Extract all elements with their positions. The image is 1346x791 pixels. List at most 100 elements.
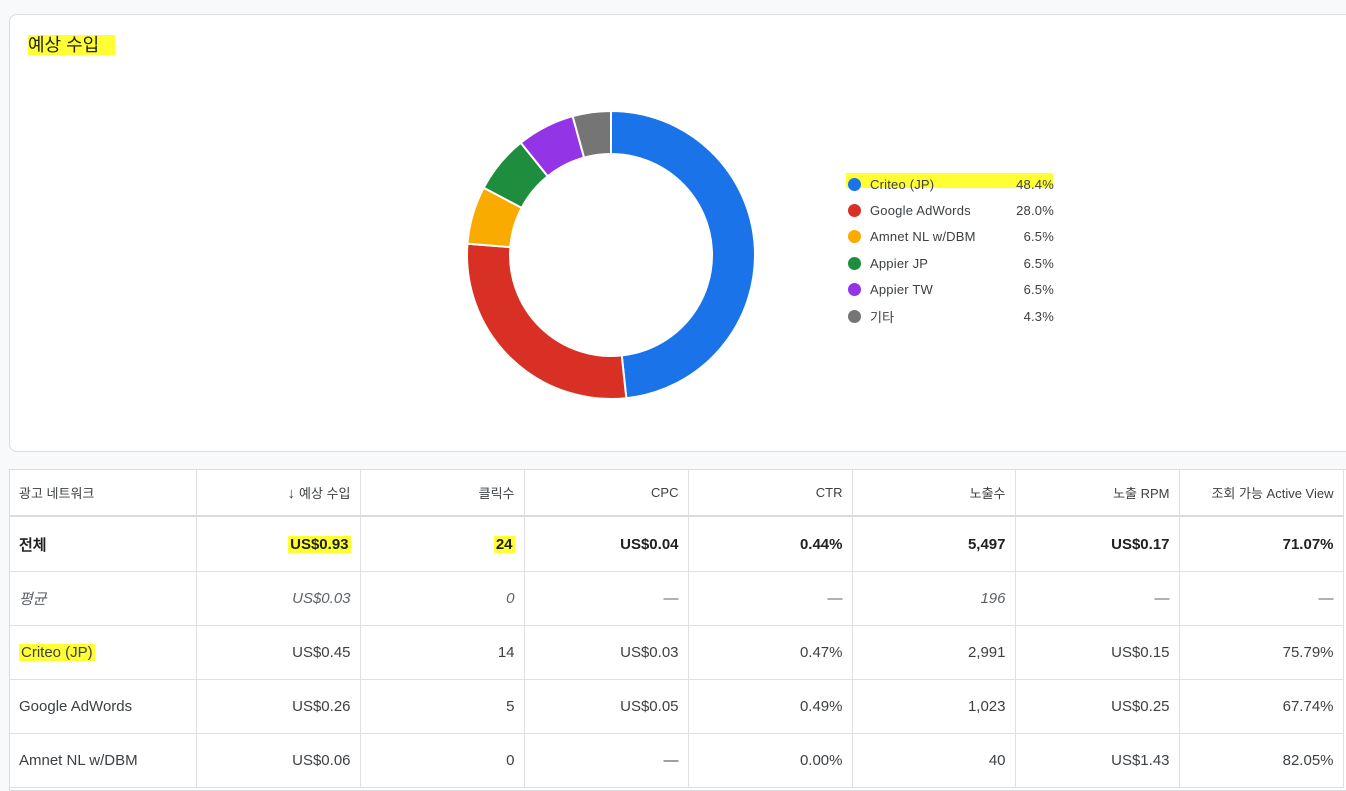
col-header-impressions[interactable]: 노출수 [852,470,1016,517]
cell-ctr: 0.00% [688,733,853,788]
donut-slice[interactable] [571,109,612,159]
cell-network-value: Google AdWords [19,698,133,715]
table-header-row: 광고 네트워크 ↓ 예상 수입 클릭수 CPC CTR 노출수 노출 RPM 조회… [10,470,1344,517]
cell-revenue-value: US$0.06 [292,752,351,769]
donut-chart [466,109,756,400]
cell-revenue: US$0.26 [196,679,361,734]
legend-item[interactable]: 기타 4.3% [848,303,1054,329]
cell-revenue-value: US$0.45 [292,644,351,661]
legend-item[interactable]: Appier JP 6.5% [848,250,1054,276]
cell-clicks-value: 0 [506,752,515,769]
cell-active-view-value: 82.05% [1282,752,1334,769]
cell-impressions-value: 196 [980,590,1006,607]
cell-ctr: — [688,571,853,626]
col-header-ctr[interactable]: CTR [688,470,853,517]
legend-swatch [848,204,861,218]
cell-cpc-value: — [663,590,679,607]
arrow-down-icon: ↓ [287,485,296,502]
legend-percent: 6.5% [1023,229,1054,245]
legend-percent: 28.0% [1016,203,1054,219]
cell-impressions: 2,991 [852,625,1016,680]
legend-label: 기타 [870,309,895,325]
cell-active-view-value: — [1318,590,1334,607]
cell-clicks-value: 24 [493,535,515,553]
donut-slice[interactable] [610,109,756,400]
cell-ctr: 0.44% [688,516,853,572]
cell-clicks-value: 5 [506,698,515,715]
legend-item[interactable]: Appier TW 6.5% [848,277,1054,303]
legend-percent: 6.5% [1023,255,1054,271]
table-row: Criteo (JP) US$0.45 14 US$0.03 0.47% 2,991 US$… [10,625,1344,680]
cell-revenue-value: US$0.93 [288,535,351,553]
legend-item[interactable]: Google AdWords 28.0% [848,197,1054,223]
legend-percent: 48.4% [1016,176,1054,192]
legend-item[interactable]: Amnet NL w/DBM 6.5% [848,224,1054,250]
cell-rpm-value: US$1.43 [1111,752,1170,769]
cell-network-value: 전체 [19,536,47,554]
legend-swatch [848,177,861,191]
cell-network: Criteo (JP) [10,625,197,680]
cell-ctr-value: 0.44% [799,535,843,553]
cell-impressions-value: 1,023 [967,698,1006,715]
card-title: 예상 수입 [28,35,116,55]
cell-network-value: Criteo (JP) [19,644,95,661]
cell-impressions-value: 2,991 [967,644,1006,661]
cell-rpm-value: US$0.15 [1111,644,1170,661]
cell-network: Google AdWords [10,679,197,734]
col-header-clicks[interactable]: 클릭수 [360,470,525,517]
cell-network: Amnet NL w/DBM [10,733,197,788]
cell-rpm: US$0.17 [1015,516,1180,572]
cell-rpm: US$0.15 [1015,625,1180,680]
cell-ctr: 0.49% [688,679,853,734]
table-row: Google AdWords US$0.26 5 US$0.05 0.49% 1,023 U… [10,679,1344,734]
legend-item[interactable]: Criteo (JP) 48.4% [846,171,1054,197]
cell-rpm-value: — [1154,590,1170,607]
estimated-revenue-card: 예상 수입 Criteo (JP) 48.4% Google AdWords 28.0… [9,14,1346,452]
cell-impressions: 1,023 [852,679,1016,734]
cell-revenue: US$0.03 [196,571,361,626]
col-header-rpm[interactable]: 노출 RPM [1015,470,1180,517]
table-row: Amnet NL w/DBM US$0.06 0 — 0.00% 40 US$1.43 82.… [10,733,1344,788]
cell-active-view: 82.05% [1179,733,1344,788]
col-header-network[interactable]: 광고 네트워크 [10,470,197,517]
cell-revenue: US$0.45 [196,625,361,680]
legend-label: Appier JP [870,255,929,271]
cell-cpc: US$0.04 [524,516,689,572]
cell-clicks: 24 [360,516,525,572]
cell-ctr-value: 0.00% [799,752,843,769]
legend-label: Criteo (JP) [870,176,935,192]
cell-clicks: 5 [360,679,525,734]
cell-ctr-value: 0.49% [799,698,843,715]
col-header-revenue[interactable]: ↓ 예상 수입 [196,470,361,517]
cell-cpc: US$0.03 [524,625,689,680]
cell-cpc-value: — [663,752,679,769]
cell-active-view: 67.74% [1179,679,1344,734]
cell-cpc: US$0.05 [524,679,689,734]
col-header-cpc[interactable]: CPC [524,470,689,517]
col-header-active-view[interactable]: 조회 가능 Active View [1179,470,1344,517]
cell-active-view-value: 75.79% [1282,644,1334,661]
cell-clicks-value: 0 [506,590,515,607]
donut-slice[interactable] [466,242,628,400]
legend-swatch [848,256,861,270]
cell-revenue: US$0.06 [196,733,361,788]
cell-network-value: Amnet NL w/DBM [19,752,138,769]
cell-rpm: US$1.43 [1015,733,1180,788]
cell-active-view-value: 67.74% [1282,698,1334,715]
cell-cpc: — [524,571,689,626]
cell-cpc-value: US$0.04 [620,535,679,553]
legend-swatch [848,309,861,323]
legend-label: Google AdWords [870,203,971,219]
cell-clicks: 0 [360,571,525,626]
cell-clicks: 0 [360,733,525,788]
legend-label: Appier TW [870,282,933,298]
cell-network-value: 평균 [19,591,47,608]
cell-network: 전체 [10,516,197,572]
cell-revenue-value: US$0.26 [292,698,351,715]
cell-active-view: 71.07% [1179,516,1344,572]
cell-ctr-value: — [827,590,843,607]
cell-impressions-value: 40 [988,752,1006,769]
cell-revenue-value: US$0.03 [292,590,351,607]
network-table: 광고 네트워크 ↓ 예상 수입 클릭수 CPC CTR 노출수 노출 RPM 조회… [9,469,1346,791]
cell-impressions: 40 [852,733,1016,788]
